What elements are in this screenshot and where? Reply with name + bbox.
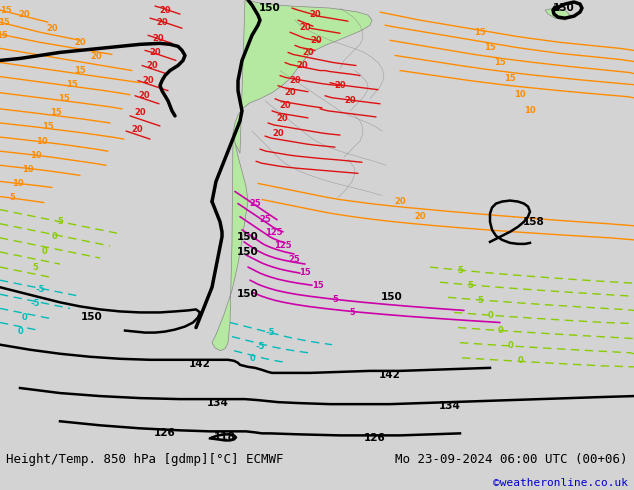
Text: 125: 125 <box>265 228 283 237</box>
Text: 0: 0 <box>22 313 28 322</box>
Text: 5: 5 <box>349 308 355 317</box>
Text: 20: 20 <box>18 10 30 19</box>
Text: 10: 10 <box>30 151 42 160</box>
Text: 5: 5 <box>57 217 63 226</box>
Text: 0: 0 <box>17 327 23 336</box>
Text: 134: 134 <box>207 398 229 408</box>
Text: 10: 10 <box>12 179 24 188</box>
Text: 150: 150 <box>237 289 259 299</box>
Text: 5: 5 <box>467 281 473 290</box>
Text: 20: 20 <box>302 48 314 57</box>
Text: Height/Temp. 850 hPa [gdmp][°C] ECMWF: Height/Temp. 850 hPa [gdmp][°C] ECMWF <box>6 453 284 466</box>
Text: -5: -5 <box>36 285 45 294</box>
Text: 20: 20 <box>284 88 296 97</box>
Text: 20: 20 <box>394 197 406 206</box>
Text: 15: 15 <box>42 122 54 131</box>
Text: 0: 0 <box>507 341 513 350</box>
Text: 15: 15 <box>74 66 86 75</box>
Text: 20: 20 <box>138 91 150 100</box>
Text: 0: 0 <box>52 232 58 242</box>
Text: 15: 15 <box>66 80 78 89</box>
Text: 20: 20 <box>344 96 356 105</box>
Text: 15: 15 <box>312 281 324 290</box>
Text: 10: 10 <box>36 137 48 146</box>
Text: 20: 20 <box>149 48 161 57</box>
Text: 15: 15 <box>0 18 10 26</box>
Text: 20: 20 <box>299 23 311 32</box>
Text: 150: 150 <box>237 232 259 242</box>
Text: 20: 20 <box>134 108 146 118</box>
Text: 0: 0 <box>487 311 493 320</box>
Text: 5: 5 <box>477 296 483 305</box>
Text: 125: 125 <box>274 242 292 250</box>
Polygon shape <box>212 133 248 351</box>
Text: 126: 126 <box>154 428 176 439</box>
Text: 10: 10 <box>514 90 526 99</box>
Text: 10: 10 <box>524 106 536 115</box>
Text: 25: 25 <box>259 215 271 224</box>
Text: -5: -5 <box>256 342 265 351</box>
Text: 20: 20 <box>74 38 86 47</box>
Text: 15: 15 <box>0 5 12 15</box>
Text: -5: -5 <box>265 328 275 337</box>
Text: ©weatheronline.co.uk: ©weatheronline.co.uk <box>493 478 628 488</box>
Text: 150: 150 <box>237 247 259 257</box>
Text: 20: 20 <box>310 36 322 45</box>
Text: 142: 142 <box>379 370 401 380</box>
Text: 158: 158 <box>523 217 545 227</box>
Polygon shape <box>545 8 570 20</box>
Text: 25: 25 <box>288 254 300 264</box>
Text: 20: 20 <box>146 61 158 70</box>
Text: 20: 20 <box>152 34 164 43</box>
Text: 25: 25 <box>249 199 261 208</box>
Text: 20: 20 <box>309 10 321 19</box>
Text: 0: 0 <box>497 326 503 335</box>
Text: 126: 126 <box>364 434 386 443</box>
Text: 20: 20 <box>279 101 291 110</box>
Text: Mo 23-09-2024 06:00 UTC (00+06): Mo 23-09-2024 06:00 UTC (00+06) <box>395 453 628 466</box>
Text: 150: 150 <box>381 293 403 302</box>
Text: 5: 5 <box>9 193 15 202</box>
Text: 20: 20 <box>414 212 426 221</box>
Text: 142: 142 <box>189 359 211 369</box>
Text: 20: 20 <box>131 124 143 133</box>
Text: 15: 15 <box>484 43 496 52</box>
Text: 10: 10 <box>22 165 34 174</box>
Text: 20: 20 <box>142 76 154 85</box>
Text: -5: -5 <box>30 299 40 308</box>
Text: 0: 0 <box>517 356 523 366</box>
Text: 150: 150 <box>81 313 103 322</box>
Text: 15: 15 <box>0 31 8 40</box>
Text: 15: 15 <box>50 108 62 118</box>
Text: 118: 118 <box>214 433 236 442</box>
Text: 20: 20 <box>296 61 308 70</box>
Text: 134: 134 <box>439 401 461 411</box>
Text: 5: 5 <box>32 263 38 271</box>
Text: 150: 150 <box>553 3 575 13</box>
Text: 20: 20 <box>46 24 58 33</box>
Text: 20: 20 <box>334 81 346 90</box>
Text: 20: 20 <box>90 52 102 61</box>
Text: 20: 20 <box>159 5 171 15</box>
Text: 15: 15 <box>474 28 486 37</box>
Text: 20: 20 <box>289 76 301 85</box>
Text: 15: 15 <box>299 268 311 277</box>
Text: 0: 0 <box>249 354 255 363</box>
Text: 5: 5 <box>332 295 338 304</box>
Text: 15: 15 <box>494 58 506 67</box>
Text: 150: 150 <box>259 3 281 13</box>
Text: 20: 20 <box>276 115 288 123</box>
Text: 5: 5 <box>457 266 463 274</box>
Polygon shape <box>233 0 372 153</box>
Text: 15: 15 <box>504 74 516 83</box>
Text: 20: 20 <box>156 18 168 26</box>
Text: 20: 20 <box>272 128 284 138</box>
Text: 0: 0 <box>42 247 48 256</box>
Text: 15: 15 <box>58 94 70 103</box>
